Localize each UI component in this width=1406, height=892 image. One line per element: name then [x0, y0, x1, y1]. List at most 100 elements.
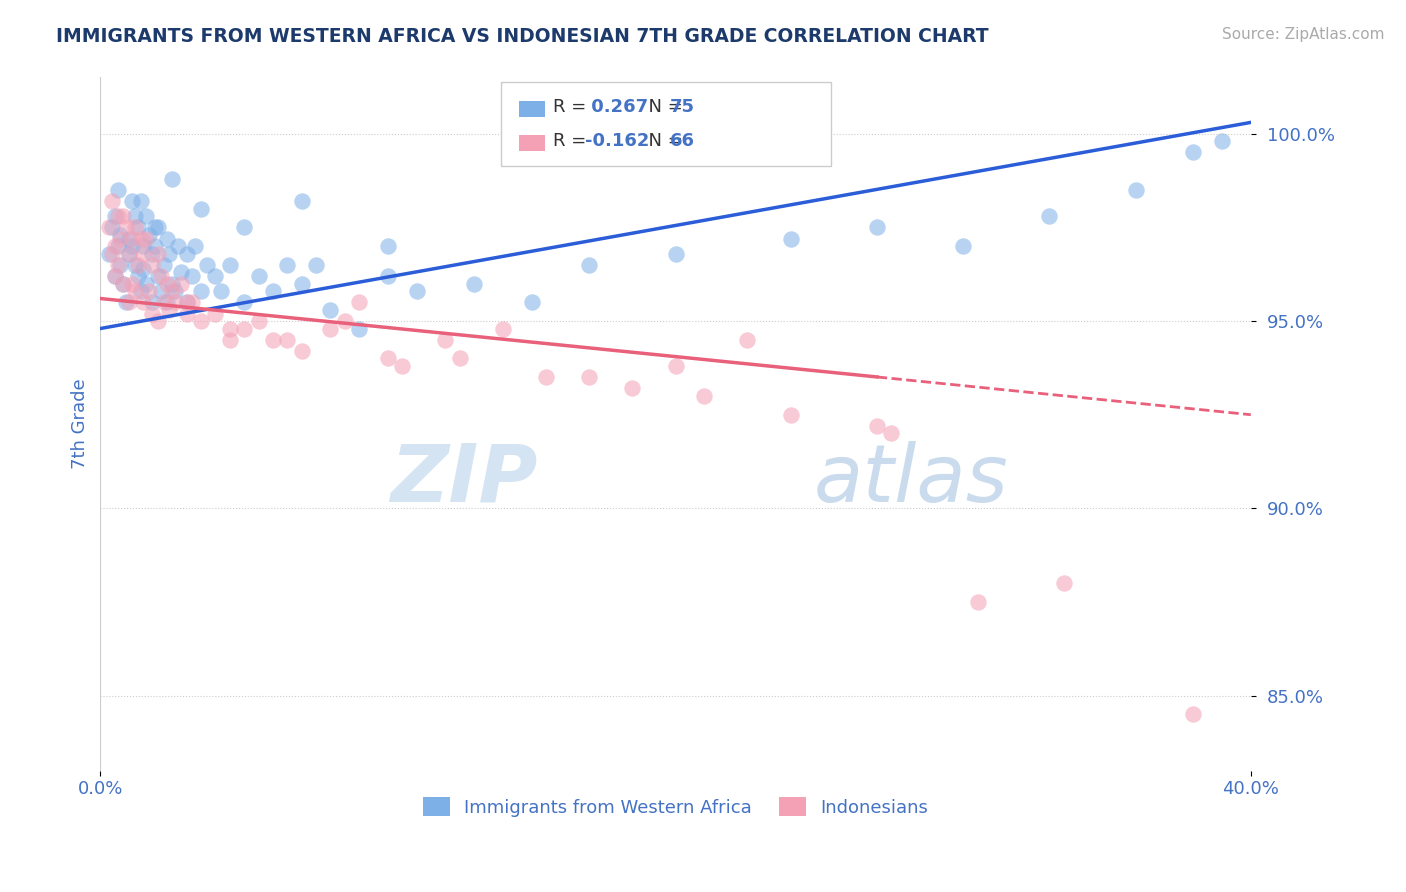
Point: [143, 239, 166, 253]
Point: [347, 321, 370, 335]
Point: [141, 258, 163, 272]
Point: [247, 268, 270, 283]
Point: [492, 321, 515, 335]
Point: [141, 306, 163, 320]
Point: [152, 295, 174, 310]
Point: [434, 333, 457, 347]
Point: [319, 302, 342, 317]
Point: [866, 419, 889, 434]
Text: 0.267: 0.267: [585, 98, 648, 116]
Point: [218, 333, 240, 347]
Point: [101, 246, 124, 260]
Point: [737, 333, 759, 347]
Point: [190, 314, 212, 328]
Point: [104, 268, 127, 283]
Point: [135, 209, 157, 223]
Point: [101, 220, 124, 235]
Point: [181, 268, 204, 283]
Point: [162, 171, 184, 186]
Point: [107, 209, 129, 223]
Point: [233, 321, 256, 335]
Point: [1182, 145, 1205, 160]
Text: atlas: atlas: [814, 441, 1008, 518]
Point: [377, 268, 399, 283]
Point: [170, 265, 193, 279]
Point: [176, 295, 198, 310]
Point: [1211, 134, 1233, 148]
Point: [157, 302, 180, 317]
Point: [104, 268, 127, 283]
Point: [176, 295, 198, 310]
Point: [118, 295, 141, 310]
Point: [129, 284, 152, 298]
Point: [966, 595, 988, 609]
Point: [578, 258, 600, 272]
Point: [98, 220, 121, 235]
Point: [115, 295, 138, 310]
Point: [1038, 209, 1060, 223]
Point: [233, 220, 256, 235]
Point: [146, 268, 169, 283]
Point: [195, 258, 218, 272]
Text: -0.162: -0.162: [585, 132, 650, 151]
Point: [127, 268, 149, 283]
Text: 75: 75: [669, 98, 695, 116]
Point: [121, 277, 143, 291]
Point: [218, 321, 240, 335]
Text: Source: ZipAtlas.com: Source: ZipAtlas.com: [1222, 27, 1385, 42]
Point: [129, 194, 152, 208]
Point: [127, 258, 149, 272]
Point: [880, 426, 903, 441]
Point: [190, 202, 212, 216]
Point: [152, 258, 174, 272]
Point: [209, 284, 232, 298]
Point: [1182, 707, 1205, 722]
Point: [110, 231, 132, 245]
Point: [276, 333, 298, 347]
Point: [138, 227, 160, 242]
Point: [155, 277, 177, 291]
Point: [578, 370, 600, 384]
Point: [162, 277, 184, 291]
Point: [155, 231, 177, 245]
Point: [276, 258, 298, 272]
Point: [262, 284, 284, 298]
Point: [115, 220, 138, 235]
Legend: Immigrants from Western Africa, Indonesians: Immigrants from Western Africa, Indonesi…: [415, 790, 935, 824]
Point: [146, 220, 169, 235]
Point: [129, 231, 152, 245]
Point: [262, 333, 284, 347]
Text: R =: R =: [553, 132, 592, 151]
Point: [621, 382, 644, 396]
Point: [218, 258, 240, 272]
Point: [121, 239, 143, 253]
Point: [146, 246, 169, 260]
Point: [693, 389, 716, 403]
Point: [779, 231, 801, 245]
Point: [124, 284, 146, 298]
Point: [124, 220, 146, 235]
Point: [291, 194, 314, 208]
Point: [305, 258, 328, 272]
Point: [107, 183, 129, 197]
Point: [132, 261, 155, 276]
Point: [132, 295, 155, 310]
Point: [112, 277, 135, 291]
Point: [952, 239, 974, 253]
Point: [779, 408, 801, 422]
Point: [121, 231, 143, 245]
Point: [204, 268, 226, 283]
Point: [405, 284, 427, 298]
Point: [107, 258, 129, 272]
Point: [127, 220, 149, 235]
Point: [181, 295, 204, 310]
Point: [149, 284, 172, 298]
Point: [247, 314, 270, 328]
Point: [135, 277, 157, 291]
Point: [377, 239, 399, 253]
Point: [190, 284, 212, 298]
Point: [98, 246, 121, 260]
Point: [104, 239, 127, 253]
Point: [143, 220, 166, 235]
Point: [132, 239, 155, 253]
